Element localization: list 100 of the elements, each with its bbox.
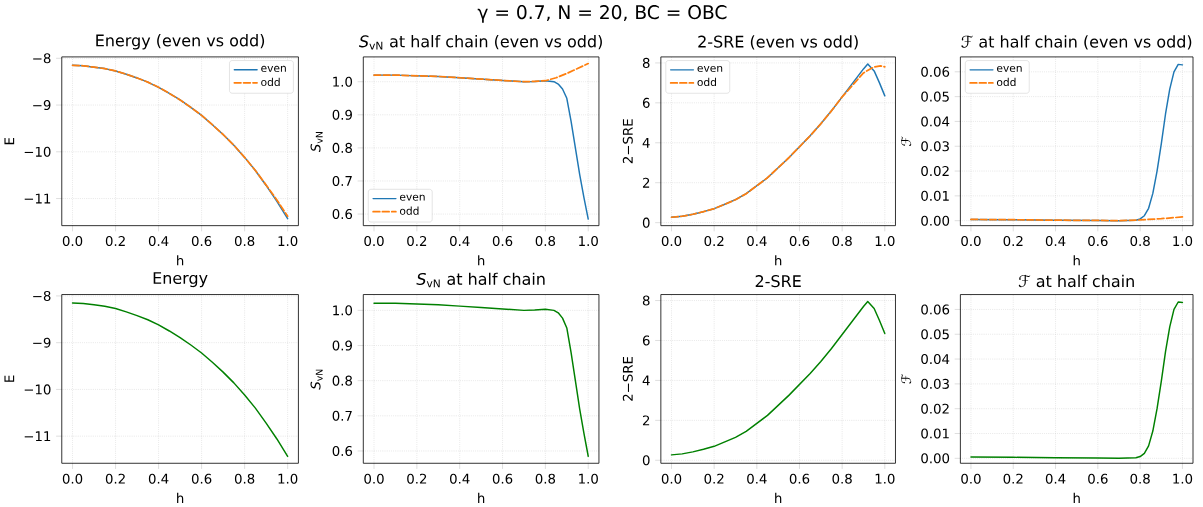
y-tick-label: 0.03 (921, 140, 949, 152)
legend-label: even (399, 194, 425, 201)
x-axis-title: h (478, 255, 485, 266)
y-tick-label: 0.6 (332, 208, 353, 219)
legend-label: even (697, 65, 723, 72)
y-tick-label: 2 (642, 177, 650, 188)
x-tick-label: 0.0 (62, 473, 83, 484)
x-tick-label: 0.2 (407, 473, 427, 484)
y-axis-title: 2−SRE (622, 119, 633, 163)
x-tick-label: 0.6 (1088, 473, 1108, 484)
x-tick-label: 0.8 (234, 235, 255, 246)
legend-label: odd (996, 77, 1016, 86)
x-tick-label: 0.6 (1088, 235, 1108, 246)
x-tick-label: 1.0 (875, 473, 895, 484)
chart-title: S$_{vN}$ at half chain (even vs odd) (359, 34, 602, 50)
y-tick-label: −10 (24, 384, 51, 395)
y-tick-label: 8 (642, 295, 650, 306)
legend-label: even (996, 65, 1022, 72)
x-tick-label: 0.8 (1130, 235, 1150, 246)
chart-title: Energy (even vs odd) (96, 33, 265, 50)
x-axis-title: h (775, 492, 782, 503)
x-tick-label: 1.0 (1173, 235, 1193, 246)
y-tick-label: 0 (642, 217, 650, 228)
x-tick-label: 0.6 (492, 473, 513, 484)
x-tick-label: 0.8 (832, 235, 852, 246)
x-axis-title: h (775, 255, 782, 266)
y-tick-label: −8 (33, 290, 51, 301)
y-tick-label: 0.8 (332, 142, 353, 153)
x-tick-label: 0.8 (234, 473, 255, 484)
x-axis-title: h (1073, 492, 1080, 503)
y-tick-label: 8 (642, 57, 650, 68)
x-tick-label: 0.6 (789, 473, 810, 484)
y-tick-label: 4 (642, 375, 650, 386)
y-tick-label: −10 (24, 146, 51, 157)
x-tick-label: 0.8 (535, 235, 556, 246)
y-axis-title: 2−SRE (622, 356, 633, 401)
x-tick-label: 0.8 (1130, 473, 1150, 484)
x-tick-label: 0.4 (449, 473, 470, 484)
x-tick-label: 0.6 (191, 235, 212, 246)
y-axis-title: E (4, 375, 15, 382)
y-tick-label: 0.02 (921, 165, 949, 176)
x-tick-label: 0.4 (148, 473, 169, 484)
y-tick-label: 0.01 (921, 190, 949, 201)
x-tick-label: 0.2 (704, 235, 724, 246)
x-tick-label: 0.0 (961, 235, 981, 246)
x-tick-label: 0.2 (105, 473, 125, 484)
x-axis-title: h (1073, 255, 1080, 266)
chart-title: 2-SRE (even vs odd) (698, 35, 858, 50)
x-tick-label: 0.2 (1003, 473, 1023, 484)
legend-label: odd (261, 77, 280, 86)
y-tick-label: 0.8 (332, 375, 353, 386)
y-axis-title: E (4, 137, 15, 144)
x-tick-label: 0.0 (364, 473, 384, 484)
x-tick-label: 0.0 (62, 235, 83, 246)
x-tick-label: 0.2 (105, 235, 125, 246)
y-tick-label: −9 (33, 99, 51, 110)
y-tick-label: 0.03 (921, 378, 949, 389)
chart-title: Energy (153, 271, 208, 287)
y-tick-label: 0.04 (921, 353, 950, 364)
y-tick-label: 0.00 (921, 215, 950, 226)
y-tick-label: 0.6 (332, 445, 353, 456)
x-tick-label: 1.0 (875, 235, 895, 246)
x-tick-label: 0.4 (1045, 235, 1066, 246)
y-tick-label: −11 (24, 193, 51, 204)
y-tick-label: 0 (642, 455, 650, 466)
x-tick-label: 0.2 (407, 235, 427, 246)
y-tick-label: 0.9 (332, 340, 352, 351)
legend-label: odd (399, 206, 419, 215)
x-tick-label: 0.0 (961, 473, 981, 484)
y-axis-title: S$_{vN}$ (310, 131, 323, 152)
x-tick-label: 0.2 (1003, 235, 1023, 246)
x-tick-label: 1.0 (579, 473, 598, 484)
x-axis-title: h (177, 492, 184, 503)
line-series (970, 301, 1184, 459)
legend-label: even (261, 65, 286, 72)
x-tick-label: 0.4 (747, 473, 767, 484)
chart-title: ℱ at half chain (1018, 274, 1134, 287)
x-tick-label: 0.6 (492, 235, 513, 246)
x-tick-label: 0.0 (661, 235, 682, 246)
y-axis-title: S$_{vN}$ (310, 369, 323, 390)
y-tick-label: −11 (24, 431, 51, 441)
x-tick-label: 0.0 (364, 235, 384, 246)
x-tick-label: 0.4 (1045, 473, 1066, 484)
x-tick-label: 1.0 (278, 235, 298, 246)
x-tick-label: 1.0 (579, 235, 598, 246)
x-tick-label: 1.0 (1173, 473, 1193, 484)
x-tick-label: 0.8 (535, 473, 556, 484)
y-axis-title: ℱ (900, 373, 912, 384)
y-tick-label: 0.7 (332, 175, 352, 186)
chart-title: S$_{vN}$ at half chain (416, 272, 545, 287)
legend-label: odd (697, 77, 716, 86)
y-tick-label: 0.7 (332, 410, 352, 421)
x-tick-label: 0.4 (747, 235, 767, 246)
chart-title: ℱ at half chain (even vs odd) (961, 35, 1192, 50)
y-tick-label: 0.05 (921, 91, 949, 102)
x-axis-title: h (177, 255, 184, 266)
y-tick-label: 2 (642, 415, 650, 426)
y-tick-label: 0.01 (921, 428, 949, 439)
y-tick-label: 0.06 (921, 304, 950, 315)
y-axis-title: ℱ (900, 136, 912, 146)
